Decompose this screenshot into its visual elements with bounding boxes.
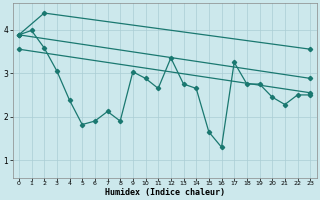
X-axis label: Humidex (Indice chaleur): Humidex (Indice chaleur) [105, 188, 225, 197]
